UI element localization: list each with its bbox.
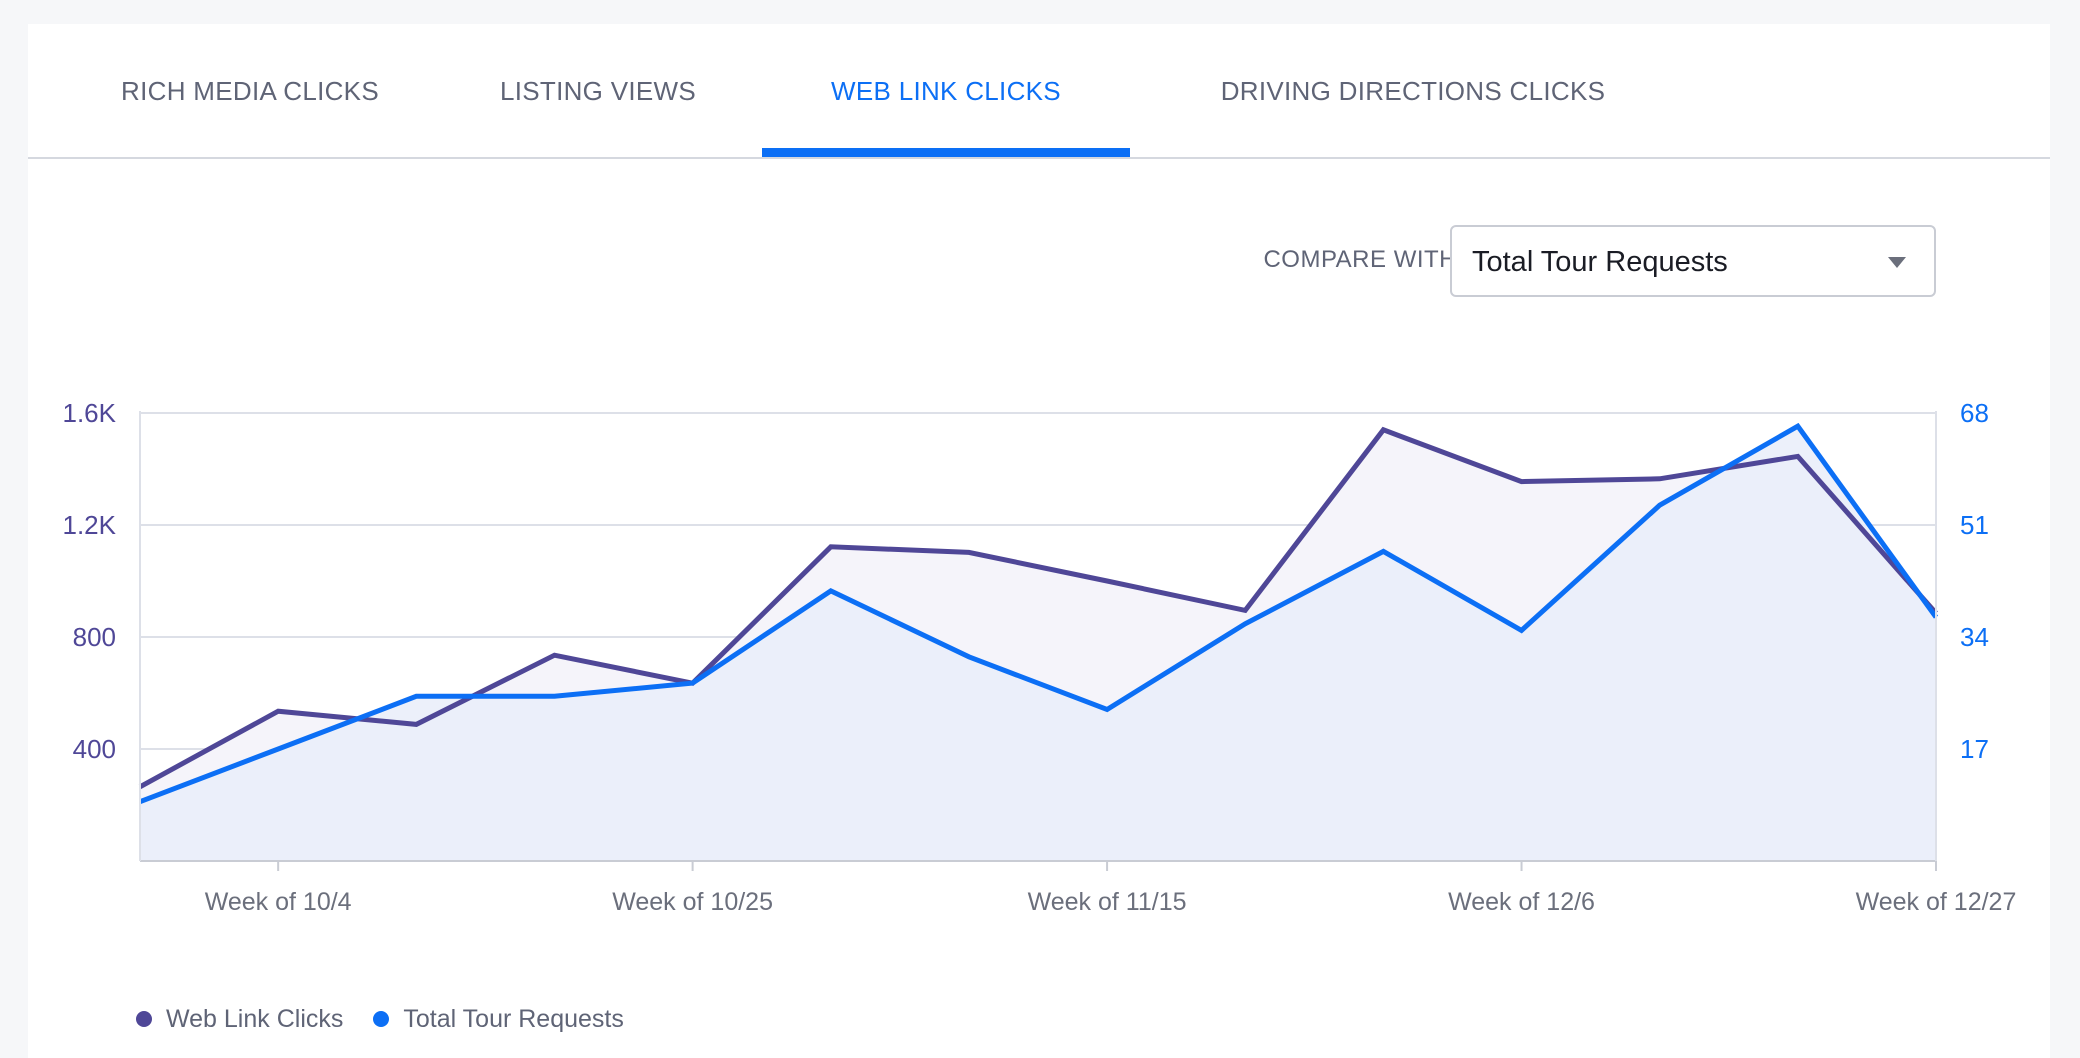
y-left-tick-label: 400: [73, 734, 116, 764]
compare-with-label: COMPARE WITH: [1263, 246, 1457, 273]
x-tick-label: Week of 12/6: [1448, 888, 1595, 916]
y-left-tick-label: 1.6K: [63, 398, 117, 428]
active-tab-indicator: [762, 148, 1130, 157]
compare-with-selected-value: Total Tour Requests: [1472, 246, 1728, 278]
tab-web-link-clicks[interactable]: WEB LINK CLICKS: [831, 75, 1061, 106]
y-right-tick-label: 17: [1960, 734, 1989, 764]
legend-dot-total-tour-requests: [373, 1011, 390, 1027]
series-line-total-tour-requests: [139, 422, 1939, 805]
metric-tabs: RICH MEDIA CLICKS LISTING VIEWS WEB LINK…: [28, 24, 2050, 159]
tab-driving-directions-clicks[interactable]: DRIVING DIRECTIONS CLICKS: [1220, 75, 1606, 106]
chart-legend: Web Link Clicks Total Tour Requests: [136, 1002, 654, 1036]
series-line-web-link-clicks: [138, 426, 1938, 789]
x-tick-label: Week of 12/27: [1856, 888, 2017, 916]
area-fill-total-tour-requests: [140, 426, 1936, 861]
y-left-tick-label: 800: [73, 622, 116, 652]
tab-rich-media-clicks[interactable]: RICH MEDIA CLICKS: [121, 75, 379, 106]
analytics-card: RICH MEDIA CLICKS LISTING VIEWS WEB LINK…: [28, 24, 2050, 1058]
tab-listing-views[interactable]: LISTING VIEWS: [499, 75, 697, 106]
chevron-down-icon: [1888, 257, 1906, 268]
legend-item-total-tour-requests[interactable]: Total Tour Requests: [373, 1005, 624, 1034]
legend-label-web-link-clicks: Web Link Clicks: [166, 1004, 344, 1033]
axes: 400 800 1.2K 1.6K 17 34 51 68 Week of 10/4 Week o…: [63, 398, 2017, 916]
x-tick-label: Week of 11/15: [1028, 888, 1187, 916]
line-chart: 400 800 1.2K 1.6K 17 34 51 68 Week of 10/4 Week o…: [63, 398, 2017, 916]
x-tick-label: Week of 10/4: [205, 888, 352, 916]
y-right-tick-label: 51: [1960, 510, 1989, 540]
area-fills: [140, 426, 1936, 861]
y-right-tick-label: 68: [1960, 398, 1989, 428]
legend-item-web-link-clicks[interactable]: Web Link Clicks: [136, 1005, 343, 1034]
y-left-tick-label: 1.2K: [63, 510, 117, 540]
y-right-tick-label: 34: [1960, 622, 1989, 652]
x-tick-label: Week of 10/25: [612, 888, 773, 916]
compare-with-select[interactable]: Total Tour Requests: [1450, 225, 1936, 297]
legend-label-total-tour-requests: Total Tour Requests: [403, 1004, 624, 1033]
tabs-divider: [28, 157, 2050, 159]
series-lines: [138, 422, 1939, 805]
legend-dot-web-link-clicks: [136, 1011, 152, 1027]
